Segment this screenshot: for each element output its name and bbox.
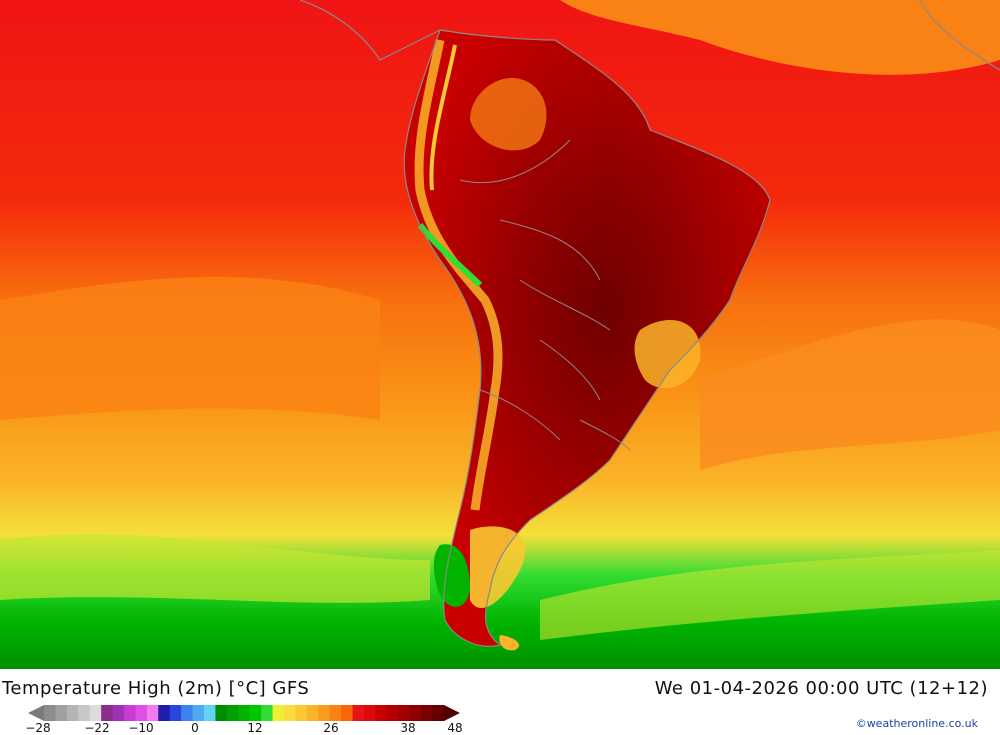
scale-swatch — [284, 705, 296, 721]
scale-swatch — [215, 705, 228, 721]
scale-swatch — [421, 705, 434, 721]
temperature-map — [0, 0, 1000, 669]
scale-tick-label: 38 — [400, 721, 416, 735]
scale-swatch — [432, 705, 445, 721]
scale-tick-label: 12 — [247, 721, 263, 735]
scale-swatch — [249, 705, 262, 721]
scale-tick-label: −10 — [128, 721, 154, 735]
scale-swatch — [318, 705, 331, 721]
color-scale-ticks: −28 −22 −10 0 12 26 38 48 — [0, 721, 480, 735]
scale-swatch — [44, 705, 56, 721]
scale-arrow-low — [28, 705, 44, 721]
scale-swatch — [329, 705, 342, 721]
color-scale — [28, 705, 460, 721]
scale-swatch — [272, 705, 285, 721]
scale-swatch — [135, 705, 148, 721]
scale-swatch — [124, 705, 136, 721]
scale-swatch — [306, 705, 319, 721]
scale-swatch — [55, 705, 68, 721]
map-datetime: We 01-04-2026 00:00 UTC (12+12) — [654, 678, 988, 699]
scale-swatch — [112, 705, 125, 721]
scale-swatch — [375, 705, 388, 721]
scale-swatch — [409, 705, 422, 721]
scale-swatch — [66, 705, 79, 721]
copyright-link[interactable]: ©weatheronline.co.uk — [855, 717, 978, 730]
scale-tick-label: 0 — [191, 721, 199, 735]
scale-swatch — [386, 705, 399, 721]
scale-tick-label: 48 — [447, 721, 463, 735]
scale-swatch — [226, 705, 239, 721]
scale-tick-label: −28 — [25, 721, 51, 735]
scale-swatch — [89, 705, 102, 721]
map-footer: Temperature High (2m) [°C] GFS We 01-04-… — [0, 669, 1000, 735]
scale-swatch — [341, 705, 354, 721]
scale-swatch — [364, 705, 376, 721]
scale-tick-label: −22 — [84, 721, 110, 735]
scale-swatch — [238, 705, 251, 721]
scale-swatch — [181, 705, 194, 721]
scale-swatch — [352, 705, 365, 721]
scale-swatch — [398, 705, 411, 721]
scale-tick-label: 26 — [323, 721, 339, 735]
scale-swatch — [261, 705, 274, 721]
map-title: Temperature High (2m) [°C] GFS — [2, 678, 310, 699]
south-america-land — [404, 30, 770, 647]
scale-swatch — [146, 705, 159, 721]
scale-swatch — [192, 705, 205, 721]
scale-swatch — [295, 705, 308, 721]
scale-swatch — [204, 705, 216, 721]
scale-swatch — [78, 705, 91, 721]
scale-arrow-high — [444, 705, 460, 721]
scale-swatch — [101, 705, 114, 721]
scale-swatch — [158, 705, 171, 721]
scale-swatch — [169, 705, 182, 721]
